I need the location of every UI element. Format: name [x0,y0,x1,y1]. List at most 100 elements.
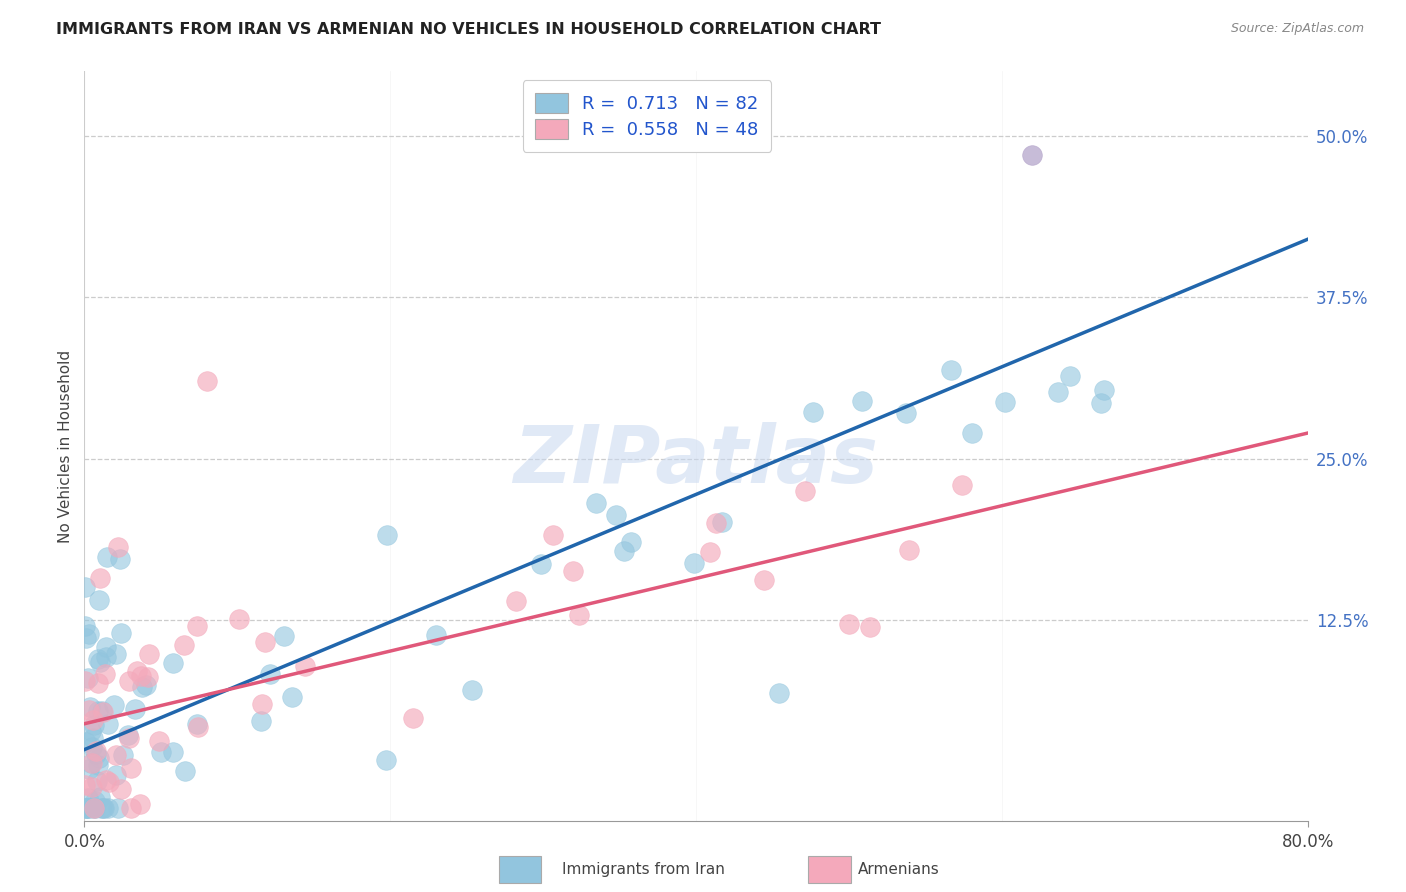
Point [83,801,105,815]
Point [94,667,117,681]
Point [87,676,110,690]
Point [84,801,107,815]
Point [75,580,97,594]
Point [162,746,184,760]
Point [107,540,129,554]
Point [77,671,100,685]
Point [402,711,425,725]
Point [77,703,100,717]
Point [195,375,218,389]
Point [110,626,132,640]
Point [108,552,131,566]
Point [120,801,142,815]
Point [253,634,276,648]
Point [112,747,135,762]
Point [259,667,281,681]
Point [86,774,108,789]
Point [149,746,172,760]
Point [129,797,152,811]
Point [94,640,117,654]
Point [79,699,101,714]
Point [135,678,157,692]
Point [73,778,96,792]
Point [82,756,104,770]
Point [174,764,197,778]
Text: Armenians: Armenians [858,863,939,877]
Point [994,395,1017,409]
Point [710,515,733,529]
Point [98,774,121,789]
Text: IMMIGRANTS FROM IRAN VS ARMENIAN NO VEHICLES IN HOUSEHOLD CORRELATION CHART: IMMIGRANTS FROM IRAN VS ARMENIAN NO VEHI… [56,22,882,37]
Point [96,550,118,565]
Point [86,744,108,758]
Point [82,714,104,728]
Text: Source: ZipAtlas.com: Source: ZipAtlas.com [1230,22,1364,36]
Point [89,571,111,585]
Point [96,649,118,664]
Point [461,683,484,698]
Text: ZIPatlas: ZIPatlas [513,422,879,500]
Point [585,496,607,510]
Point [89,751,111,765]
Point [1059,369,1081,384]
Point [91,705,114,719]
Point [75,801,97,815]
Point [543,528,565,542]
Point [148,734,170,748]
Point [80,739,103,754]
Point [1021,148,1043,162]
Point [699,544,721,558]
Point [118,673,141,688]
Point [84,747,107,762]
Point [104,747,127,762]
Point [530,557,553,571]
Point [273,629,295,643]
Point [107,801,129,815]
Point [75,735,97,749]
Point [250,714,273,728]
Point [124,702,146,716]
Point [93,801,115,815]
Point [131,680,153,694]
Point [75,619,97,633]
Point [838,616,860,631]
Point [125,664,148,678]
Point [75,631,97,645]
Legend: R =  0.713   N = 82, R =  0.558   N = 48: R = 0.713 N = 82, R = 0.558 N = 48 [523,80,772,152]
Point [186,619,208,633]
Point [76,801,98,815]
Point [80,756,103,771]
Point [505,594,527,608]
Y-axis label: No Vehicles in Household: No Vehicles in Household [58,350,73,542]
Point [613,544,636,558]
Point [103,698,125,713]
Point [97,801,120,815]
Point [950,478,973,492]
Point [87,757,110,772]
Point [561,564,583,578]
Point [118,731,141,745]
Point [794,484,817,499]
Point [187,720,209,734]
Point [90,801,112,815]
Point [97,717,120,731]
Point [80,724,103,739]
Point [89,790,111,805]
Point [851,393,873,408]
Point [77,627,100,641]
Point [939,363,962,377]
Point [162,656,184,670]
Point [83,717,105,731]
Point [375,528,398,542]
Point [80,780,103,795]
Point [960,425,983,440]
Point [568,608,591,623]
Point [76,801,98,815]
Text: Immigrants from Iran: Immigrants from Iran [562,863,725,877]
Point [374,753,396,767]
Point [173,638,195,652]
Point [186,717,208,731]
Point [228,612,250,626]
Point [898,542,921,557]
Point [280,690,302,704]
